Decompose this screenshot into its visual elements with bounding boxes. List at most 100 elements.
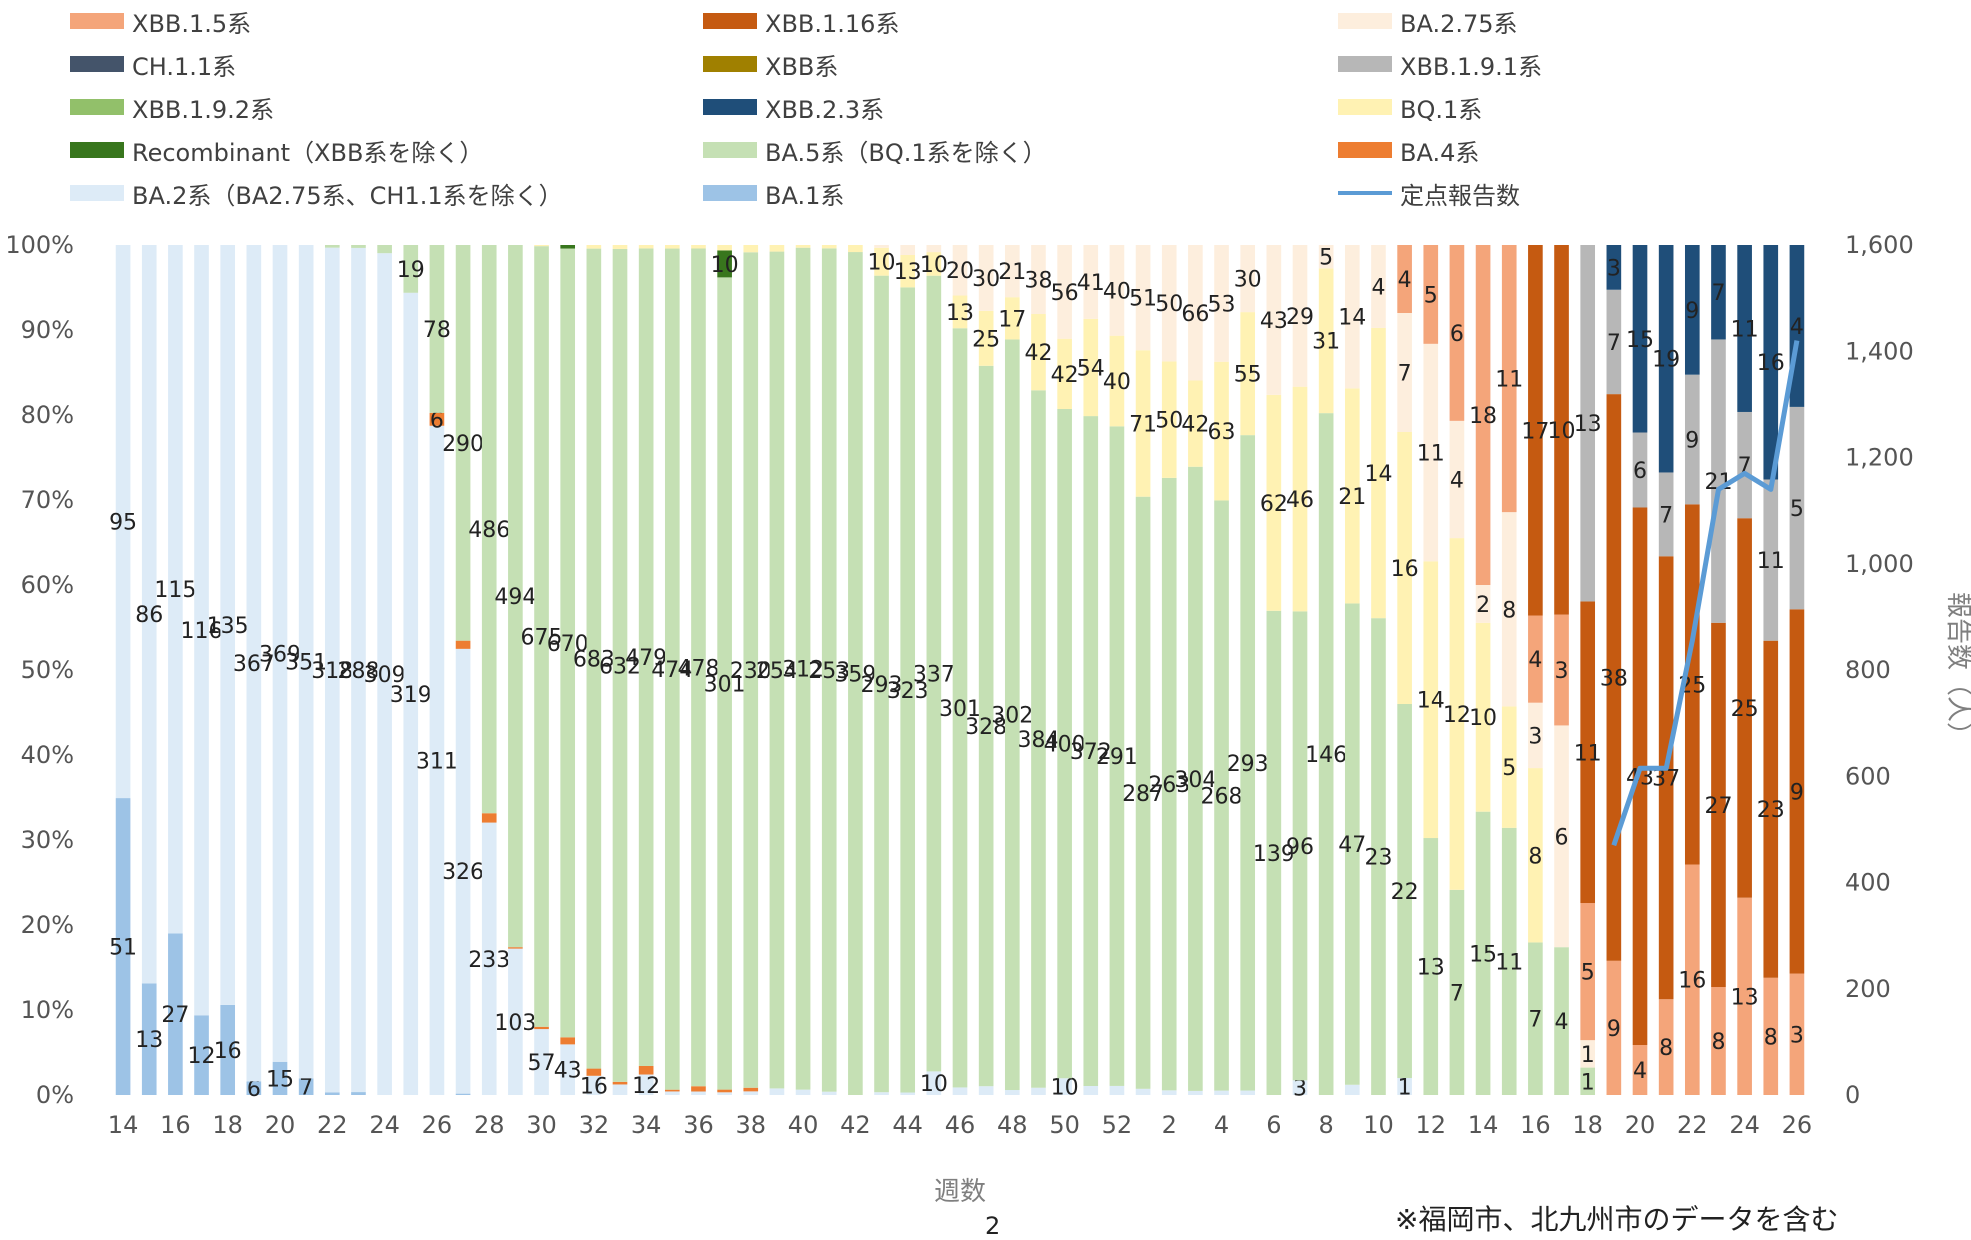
data-label: 8 [1711, 1030, 1725, 1055]
data-label: 15 [1626, 328, 1654, 353]
y-left-tick: 50% [21, 656, 74, 684]
bar-segment [560, 248, 576, 1038]
legend-item: XBB.1.5系 [70, 10, 251, 38]
y-left-tick: 20% [21, 911, 74, 939]
bar-segment [1711, 622, 1726, 988]
data-label: 42 [1051, 363, 1079, 388]
bar-segment [978, 1086, 994, 1095]
x-tick: 36 [683, 1111, 714, 1139]
bar-segment [403, 245, 419, 293]
data-label: 7 [1450, 981, 1464, 1006]
bar-segment [1501, 706, 1517, 828]
bar-segment [508, 948, 523, 1095]
data-label: 50 [1155, 409, 1183, 434]
y-right-tick: 800 [1845, 656, 1891, 684]
x-axis-label: 週数 [934, 1177, 986, 1207]
legend-label: XBB.1.16系 [765, 9, 900, 38]
x-tick: 8 [1319, 1111, 1334, 1139]
legend-swatch [70, 99, 124, 115]
bar-segment [717, 250, 732, 278]
bar-segment [1371, 245, 1386, 328]
data-label: 16 [1757, 351, 1785, 376]
bar-segment [638, 248, 654, 1066]
data-label: 12 [1443, 703, 1471, 728]
data-label: 71 [1129, 412, 1157, 437]
bar-segment [1004, 339, 1020, 1091]
bar-segment [1789, 973, 1805, 1095]
bar-segment [638, 1074, 654, 1095]
legend-swatch [1338, 99, 1392, 115]
data-label: 494 [494, 585, 536, 610]
data-label: 10 [868, 251, 896, 276]
data-label: 14 [1364, 462, 1392, 487]
bar-segment [1135, 350, 1151, 497]
bar-segment [691, 1086, 706, 1092]
bar-segment [1658, 472, 1674, 557]
data-label: 19 [397, 258, 425, 283]
data-label: 233 [468, 948, 510, 973]
y-left-tick: 80% [21, 401, 74, 429]
y-right-tick: 600 [1845, 762, 1891, 790]
bar-segment [560, 245, 576, 249]
bar-segment [1371, 618, 1386, 1095]
bar-segment [1632, 507, 1648, 1045]
y-left-tick: 90% [21, 316, 74, 344]
data-label: 17 [998, 307, 1026, 332]
data-label: 5 [1319, 246, 1333, 271]
bar-segment [1397, 1078, 1412, 1095]
bar-segment [1004, 245, 1020, 298]
bar-segment [1397, 313, 1412, 432]
bar-segment [1475, 585, 1491, 623]
data-label: 11 [1731, 317, 1759, 342]
bar-segment [1763, 977, 1779, 1095]
data-label: 304 [1174, 768, 1216, 793]
bar-segment [455, 245, 471, 641]
data-label: 19 [1652, 348, 1680, 373]
bar-segment [1031, 245, 1046, 315]
bar-segment [1580, 1067, 1596, 1095]
x-tick: 44 [892, 1111, 923, 1139]
bar-segment [1423, 561, 1439, 839]
data-label: 3 [1790, 1023, 1804, 1048]
data-label: 254 [756, 659, 798, 684]
bar-segment [455, 1093, 471, 1095]
y-left-tick: 60% [21, 571, 74, 599]
data-label: 12 [632, 1074, 660, 1099]
x-tick: 2 [1162, 1111, 1177, 1139]
data-label: 675 [521, 625, 563, 650]
y-right-tick: 1,600 [1845, 231, 1914, 259]
x-tick: 26 [422, 1111, 453, 1139]
x-tick: 10 [1363, 1111, 1394, 1139]
bar-segment [168, 933, 183, 1095]
bar-segment [1083, 416, 1099, 1086]
bar-segment [429, 412, 445, 426]
data-label: 95 [109, 511, 137, 536]
legend-swatch [70, 56, 124, 72]
data-label: 309 [364, 663, 406, 688]
bar-segment [1318, 413, 1334, 1096]
data-label: 287 [1122, 782, 1164, 807]
data-label: 16 [1391, 557, 1419, 582]
bar-segment [1606, 245, 1622, 290]
legend-item: XBB.1.16系 [703, 10, 899, 38]
bar-segment [168, 245, 183, 934]
legend-swatch [703, 56, 757, 72]
x-tick: 32 [579, 1111, 610, 1139]
x-tick: 52 [1102, 1111, 1133, 1139]
y-left-tick: 10% [21, 996, 74, 1024]
data-label: 312 [782, 658, 824, 683]
data-label: 11 [1495, 950, 1523, 975]
data-label: 42 [1181, 413, 1209, 438]
x-tick: 24 [1729, 1111, 1760, 1139]
legend-label: BA.5系（BQ.1系を除く） [765, 138, 1047, 167]
data-label: 268 [1201, 785, 1243, 810]
bar-segment [1789, 609, 1805, 974]
bar-segment [1188, 380, 1203, 467]
data-label: 146 [1305, 743, 1347, 768]
bar-segment [1161, 1090, 1177, 1095]
data-label: 10 [1548, 419, 1576, 444]
bar-segment [952, 1087, 968, 1095]
bar-segment [1214, 361, 1229, 501]
y-left-tick: 0% [36, 1081, 74, 1109]
legend-item: BA.4系 [1338, 139, 1479, 167]
